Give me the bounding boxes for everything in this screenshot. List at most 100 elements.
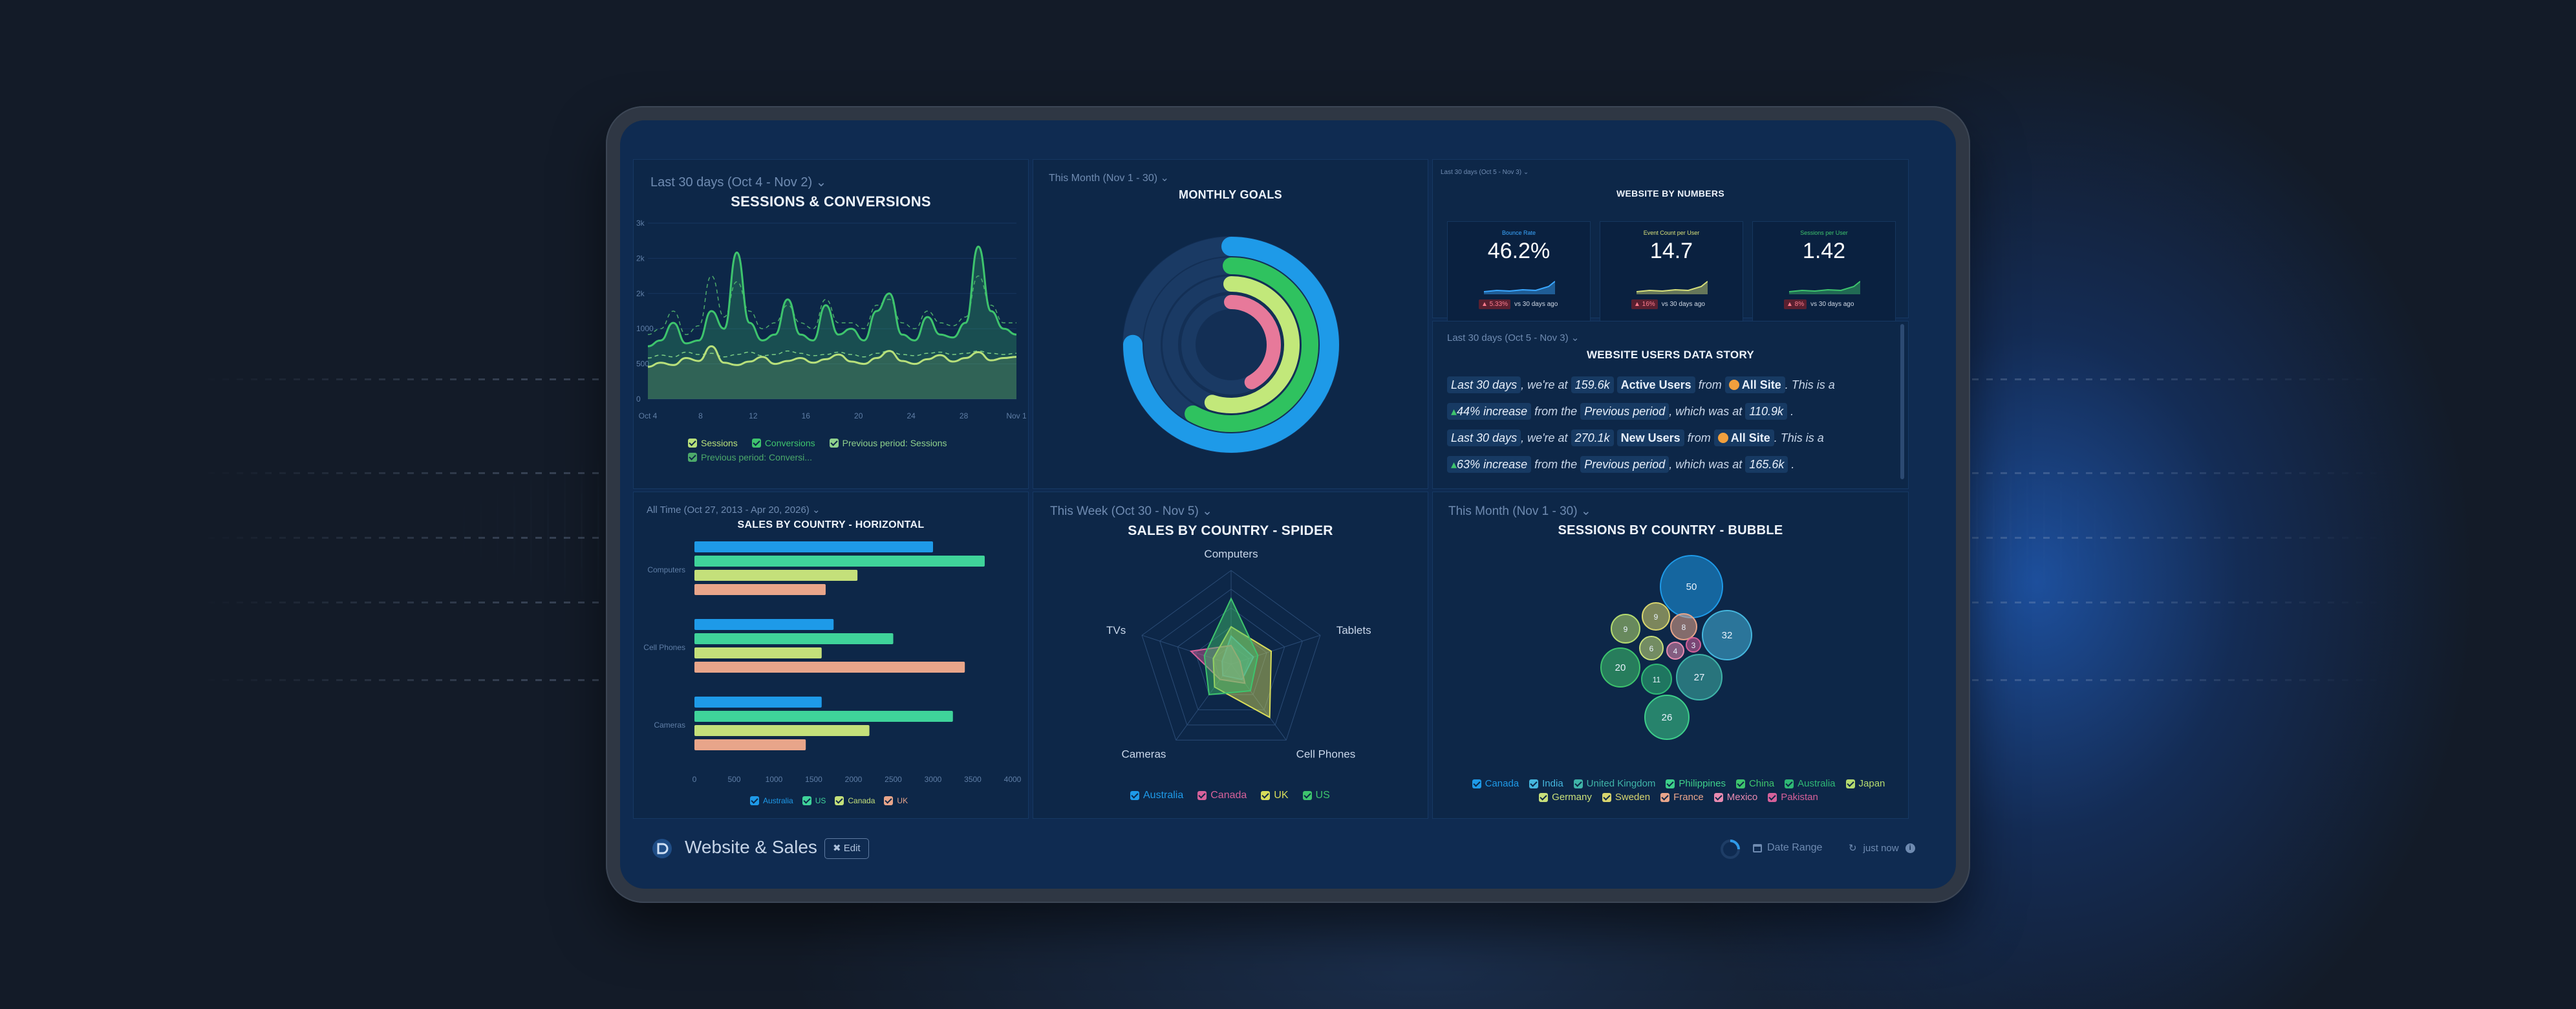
kpi-change: ▲ 8% vs 30 days ago (1784, 299, 1854, 309)
legend-item[interactable]: Germany (1539, 792, 1592, 803)
series-area (648, 346, 1016, 399)
bubble-label: 20 (1615, 662, 1626, 673)
story-chip: 159.6k (1571, 376, 1614, 393)
edit-button[interactable]: ✖ Edit (824, 838, 869, 859)
checkbox-icon[interactable] (1666, 779, 1675, 788)
legend-item[interactable]: Previous period: Conversi... (688, 452, 812, 462)
legend-label: Previous period: Conversi... (701, 452, 812, 462)
checkbox-icon[interactable] (751, 439, 761, 448)
story-chip: 63% increase (1457, 458, 1528, 471)
legend-item[interactable]: Pakistan (1768, 792, 1818, 803)
kpi-card[interactable]: Bounce Rate 46.2% ▲ 5.33% vs 30 days ago (1447, 221, 1591, 321)
bubble-label: 32 (1722, 630, 1733, 641)
bubble-label: 26 (1662, 712, 1673, 723)
date-range-dropdown[interactable]: All Time (Oct 27, 2013 - Apr 20, 2026) (647, 504, 821, 515)
databox-logo-icon[interactable] (651, 838, 673, 860)
legend-item[interactable]: US (802, 796, 826, 805)
legend-item[interactable]: Australia (750, 796, 793, 805)
story-text: , which was at (1669, 458, 1743, 471)
story-text: . (1791, 458, 1795, 471)
checkbox-icon[interactable] (1768, 792, 1777, 802)
kpi-card[interactable]: Event Count per User 14.7 ▲ 16% vs 30 days … (1600, 221, 1743, 321)
date-range-button[interactable]: Date Range (1753, 842, 1822, 854)
increase-chip: ▴44% increase (1447, 403, 1532, 420)
legend-item[interactable]: Philippines (1666, 778, 1726, 789)
legend-item[interactable]: Canada (835, 796, 875, 805)
checkbox-icon[interactable] (1261, 791, 1271, 800)
story-text: , we're at (1521, 378, 1568, 391)
refresh-status[interactable]: ↻ just now i (1849, 842, 1915, 854)
radar-grid (1159, 589, 1303, 726)
goal-ring-progress (1163, 276, 1300, 413)
date-range-dropdown[interactable]: This Week (Oct 30 - Nov 5) (1050, 504, 1212, 519)
legend-item[interactable]: UK (1261, 790, 1289, 801)
legend-item[interactable]: Mexico (1713, 792, 1757, 803)
date-range-dropdown[interactable]: This Month (Nov 1 - 30) (1049, 171, 1169, 184)
checkbox-icon[interactable] (829, 439, 839, 448)
x-tick-label: Oct 4 (639, 411, 658, 420)
date-range-dropdown[interactable]: Last 30 days (Oct 5 - Nov 3) (1447, 332, 1579, 343)
widget-title: SALES BY COUNTRY - SPIDER (1128, 523, 1333, 538)
scrollbar[interactable] (1900, 324, 1904, 479)
legend-item[interactable]: France (1660, 792, 1704, 803)
checkbox-icon[interactable] (750, 796, 759, 805)
legend-item[interactable]: Previous period: Sessions (829, 438, 947, 448)
checkbox-icon[interactable] (1197, 791, 1207, 800)
sessions-line-chart: 0 500 1000 2k 2k 3k Oct 4 8 12 16 20 24 28 Nov 1 (636, 219, 1027, 420)
story-text: from the (1534, 458, 1578, 471)
legend-item[interactable]: India (1529, 778, 1563, 789)
checkbox-icon[interactable] (835, 796, 844, 805)
legend-label: UK (1274, 790, 1289, 801)
legend-item[interactable]: Sweden (1602, 792, 1650, 803)
bubble (1702, 610, 1752, 660)
bar (694, 619, 834, 630)
widget-title: SESSIONS BY COUNTRY - BUBBLE (1558, 523, 1783, 537)
checkbox-icon[interactable] (1529, 779, 1539, 788)
checkbox-icon[interactable] (1660, 792, 1670, 802)
checkbox-icon[interactable] (1602, 792, 1611, 802)
legend-item[interactable]: US (1302, 790, 1330, 801)
checkbox-icon[interactable] (802, 796, 811, 805)
site-icon (1717, 433, 1728, 443)
legend-item[interactable]: Sessions (688, 438, 738, 448)
x-tick-label: 0 (692, 775, 697, 784)
legend-item[interactable]: Australia (1130, 790, 1183, 801)
story-chip: New Users (1616, 429, 1684, 446)
legend-item[interactable]: Conversions (751, 438, 815, 448)
legend-item[interactable]: Australia (1785, 778, 1836, 789)
legend-item[interactable]: United Kingdom (1573, 778, 1655, 789)
checkbox-icon[interactable] (1713, 792, 1723, 802)
checkbox-icon[interactable] (688, 439, 697, 448)
checkbox-icon[interactable] (884, 796, 894, 805)
checkbox-icon[interactable] (1573, 779, 1583, 788)
bubble-legend: Canada India United Kingdom Philippines Chin… (1472, 778, 1885, 803)
checkbox-icon[interactable] (1302, 791, 1312, 800)
bubble (1639, 636, 1664, 660)
checkbox-icon[interactable] (1539, 792, 1549, 802)
checkbox-icon[interactable] (1130, 791, 1139, 800)
radar-axis (1230, 635, 1321, 665)
checkbox-icon[interactable] (1735, 779, 1745, 788)
legend-label: Sweden (1615, 792, 1651, 803)
checkbox-icon[interactable] (1785, 779, 1794, 788)
kpi-card[interactable]: Sessions per User 1.42 ▲ 8% vs 30 days ago (1752, 221, 1896, 321)
date-range-dropdown[interactable]: Last 30 days (Oct 4 - Nov 2) (650, 174, 826, 190)
checkbox-icon[interactable] (1845, 779, 1855, 788)
legend-item[interactable]: Canada (1197, 790, 1247, 801)
legend-item[interactable]: Japan (1845, 778, 1885, 789)
legend-item[interactable]: UK (884, 796, 908, 805)
date-range-dropdown[interactable]: This Month (Nov 1 - 30) (1448, 504, 1591, 519)
checkbox-icon[interactable] (688, 453, 697, 462)
story-line-4: ▴63% increase from the Previous period, … (1447, 451, 1835, 478)
legend-item[interactable]: Canada (1472, 778, 1519, 789)
checkbox-icon[interactable] (1472, 779, 1481, 788)
bubble (1641, 664, 1672, 695)
legend-label: Japan (1858, 778, 1885, 789)
legend-label: Pakistan (1781, 792, 1818, 803)
story-line-3: Last 30 days, we're at 270.1k New Users … (1447, 425, 1835, 451)
radar-series (1203, 597, 1259, 696)
dashboard-screen: Last 30 days (Oct 4 - Nov 2) SESSIONS & … (620, 120, 1956, 889)
bubble (1642, 602, 1670, 631)
legend-item[interactable]: China (1735, 778, 1774, 789)
date-range-dropdown[interactable]: Last 30 days (Oct 5 - Nov 3) (1441, 169, 1529, 176)
